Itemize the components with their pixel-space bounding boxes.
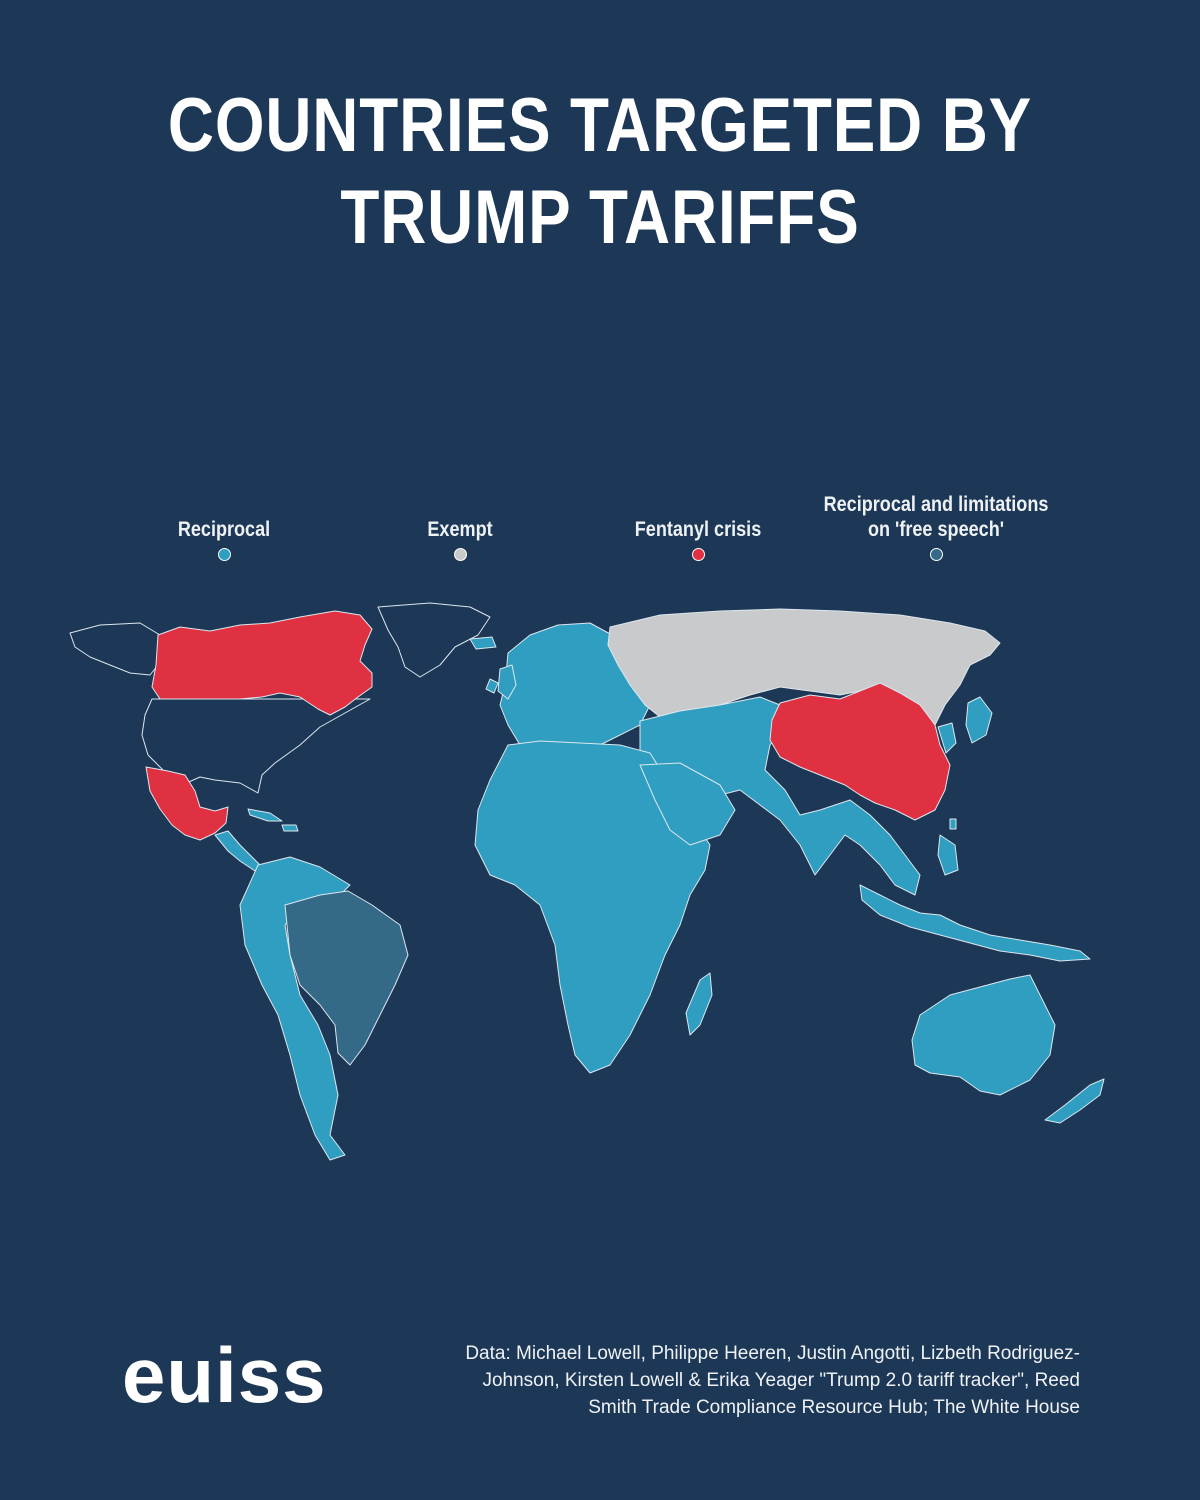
arabia-shape xyxy=(639,762,736,846)
alaska-shape xyxy=(69,622,161,676)
legend-dot-fentanyl xyxy=(691,548,705,561)
map-legend: Reciprocal Exempt Fentanyl crisis Recipr… xyxy=(0,492,1200,572)
maritime-asia-shape xyxy=(859,834,1091,962)
legend-item-reciprocal: Reciprocal xyxy=(74,492,374,561)
title-line-1: COUNTRIES TARGETED BY xyxy=(167,83,1033,168)
europe-shape xyxy=(499,622,651,764)
source-line-2: Johnson, Kirsten Lowell & Erika Yeager "… xyxy=(482,1370,1080,1391)
australia-shape xyxy=(911,974,1056,1096)
euiss-logo: euiss xyxy=(122,1331,327,1419)
source-line-1: Data: Michael Lowell, Philippe Heeren, J… xyxy=(465,1343,1080,1364)
world-map xyxy=(0,595,1200,1195)
legend-dot-free-speech xyxy=(929,548,943,561)
legend-item-free-speech: Reciprocal and limitations on 'free spee… xyxy=(786,492,1086,561)
source-line-3: Smith Trade Compliance Resource Hub; The… xyxy=(588,1397,1080,1418)
united-states-shape xyxy=(141,698,371,794)
legend-item-exempt: Exempt xyxy=(310,492,610,561)
legend-dot-exempt xyxy=(453,548,467,561)
caribbean-shape xyxy=(247,808,299,832)
mexico-shape xyxy=(145,766,229,841)
china-shape xyxy=(769,682,951,821)
greenland-shape xyxy=(377,602,491,678)
page-title: COUNTRIES TARGETED BY TRUMP TARIFFS xyxy=(96,80,1104,264)
brazil-shape xyxy=(284,890,409,1066)
uk-shape xyxy=(469,636,517,700)
legend-item-fentanyl: Fentanyl crisis xyxy=(548,492,848,561)
central-america-shape xyxy=(214,830,263,872)
legend-label-reciprocal: Reciprocal xyxy=(177,518,271,541)
canada-shape xyxy=(151,610,373,716)
new-zealand-shape xyxy=(1044,1078,1105,1124)
title-line-2: TRUMP TARIFFS xyxy=(340,175,860,260)
legend-label-exempt: Exempt xyxy=(427,518,493,541)
data-source-note: Data: Michael Lowell, Philippe Heeren, J… xyxy=(440,1340,1080,1421)
world-map-svg xyxy=(69,602,1105,1161)
legend-label-fentanyl: Fentanyl crisis xyxy=(634,518,762,541)
madagascar-shape xyxy=(685,972,713,1036)
legend-label-free-speech: Reciprocal and limitations on 'free spee… xyxy=(823,493,1049,541)
legend-dot-reciprocal xyxy=(217,548,231,561)
east-asia-islands-shape xyxy=(937,696,993,830)
